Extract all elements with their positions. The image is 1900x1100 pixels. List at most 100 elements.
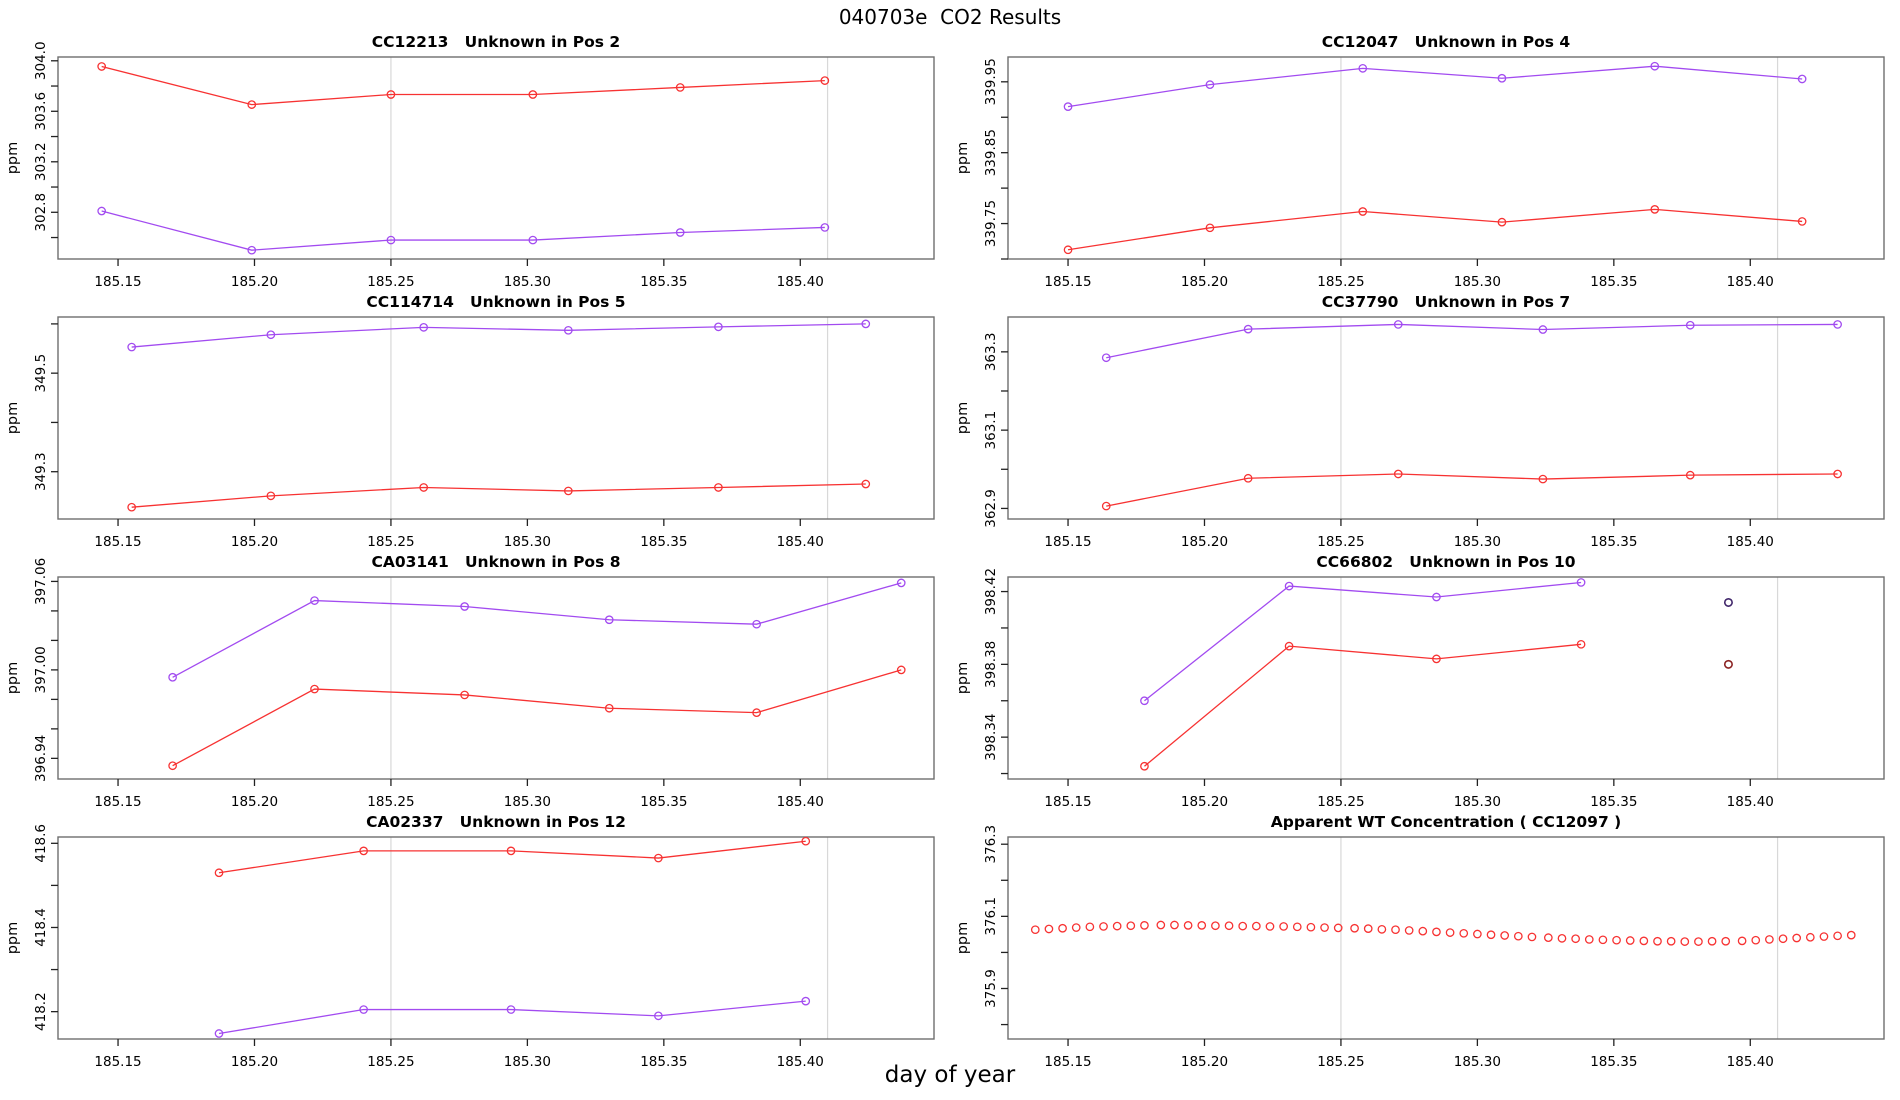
data-point-purple bbox=[247, 245, 257, 255]
data-point-purple bbox=[266, 330, 276, 340]
series-purple bbox=[168, 578, 906, 682]
data-point-red bbox=[1377, 924, 1387, 934]
series-purple-line bbox=[218, 1000, 806, 1035]
x-tick-label: 185.20 bbox=[1181, 1054, 1228, 1070]
x-tick-label: 185.15 bbox=[1044, 274, 1091, 290]
panel-title: CC114714 Unknown in Pos 5 bbox=[366, 293, 625, 311]
data-point-red bbox=[714, 483, 723, 492]
data-point-red bbox=[1101, 501, 1111, 511]
data-point-red bbox=[1797, 217, 1807, 226]
series-purple bbox=[1101, 320, 1842, 363]
data-point-red bbox=[1792, 933, 1802, 943]
x-tick-label: 185.35 bbox=[640, 274, 687, 290]
data-point-red bbox=[801, 836, 811, 846]
data-point-red bbox=[1126, 921, 1136, 931]
series-red bbox=[127, 479, 871, 512]
data-point-red bbox=[1557, 934, 1567, 943]
data-point-red bbox=[1404, 926, 1414, 935]
data-point-red bbox=[1279, 922, 1288, 931]
data-point-red bbox=[1320, 923, 1329, 932]
plot-box bbox=[57, 316, 935, 520]
data-point-red bbox=[310, 684, 319, 694]
data-point-red bbox=[1765, 935, 1774, 944]
data-point-purple bbox=[386, 235, 396, 245]
data-point-red bbox=[1358, 207, 1368, 216]
data-point-red bbox=[168, 761, 177, 771]
x-tick-label: 185.40 bbox=[1727, 1054, 1774, 1070]
panel-title: CC12213 Unknown in Pos 2 bbox=[372, 33, 620, 51]
data-point-red bbox=[752, 708, 761, 717]
y-tick-label: 339.75 bbox=[983, 200, 999, 247]
data-point-purple bbox=[1358, 63, 1368, 73]
plot-box bbox=[1007, 56, 1885, 260]
y-axis-label: ppm bbox=[955, 142, 971, 175]
y-tick-label: 349.5 bbox=[33, 354, 49, 393]
data-point-red bbox=[386, 90, 396, 99]
panel-CA03141: CA03141 Unknown in Pos 8 185.15 185.20 185.… bbox=[5, 553, 935, 810]
data-point-red bbox=[127, 502, 137, 512]
data-point-red bbox=[1576, 639, 1586, 649]
plot-box bbox=[1007, 836, 1885, 1040]
data-point-red bbox=[1666, 936, 1676, 946]
x-tick-label: 185.40 bbox=[777, 1054, 824, 1070]
data-point-red bbox=[1071, 923, 1081, 932]
data-point-red bbox=[1527, 932, 1537, 942]
x-tick-label: 185.20 bbox=[231, 534, 278, 550]
y-tick-label: 418.4 bbox=[33, 908, 49, 947]
series-red-line bbox=[1106, 473, 1838, 507]
data-point-red bbox=[419, 483, 429, 492]
data-point-red bbox=[1571, 934, 1580, 944]
y-axis-label: ppm bbox=[955, 402, 971, 435]
figure-title: 040703e CO2 Results bbox=[838, 5, 1062, 29]
data-point-red bbox=[1183, 921, 1193, 930]
panel-CC114714: CC114714 Unknown in Pos 5 185.15 185.20 185… bbox=[5, 293, 935, 550]
x-tick-label: 185.25 bbox=[367, 274, 414, 290]
data-point-red bbox=[1707, 936, 1717, 946]
y-tick-label: 362.9 bbox=[983, 489, 999, 528]
data-point-red bbox=[1044, 924, 1054, 934]
series-purple-line bbox=[172, 582, 902, 678]
data-point-purple bbox=[1497, 73, 1507, 83]
data-point-red bbox=[1112, 921, 1122, 931]
series-red bbox=[1140, 639, 1586, 771]
panel-CC12097: Apparent WT Concentration ( CC12097 ) 185… bbox=[955, 813, 1885, 1070]
data-point-red bbox=[1625, 936, 1635, 945]
retained-navy bbox=[1723, 597, 1733, 607]
x-tick-label: 185.30 bbox=[504, 794, 551, 810]
series-red bbox=[1030, 920, 1856, 946]
series-purple-line bbox=[1106, 323, 1838, 359]
x-tick-label: 185.15 bbox=[1044, 1054, 1091, 1070]
data-point-red bbox=[528, 90, 538, 99]
data-point-red bbox=[1251, 921, 1261, 931]
data-point-red bbox=[1584, 935, 1594, 944]
x-tick-label: 185.35 bbox=[640, 534, 687, 550]
data-point-red bbox=[1432, 927, 1441, 937]
data-point-red bbox=[1391, 925, 1400, 935]
x-tick-label: 185.20 bbox=[1181, 534, 1228, 550]
y-tick-label: 303.2 bbox=[33, 142, 49, 181]
series-red-line bbox=[131, 483, 866, 508]
x-tick-label: 185.25 bbox=[367, 1054, 414, 1070]
data-point-purple bbox=[1650, 61, 1660, 71]
y-tick-label: 398.34 bbox=[983, 714, 999, 761]
data-point-red bbox=[1418, 926, 1428, 936]
series-red-line bbox=[172, 669, 902, 767]
data-point-purple bbox=[419, 322, 429, 332]
data-point-red bbox=[861, 479, 871, 489]
data-point-red bbox=[247, 100, 257, 109]
data-point-purple bbox=[528, 235, 538, 245]
data-point-purple bbox=[896, 578, 906, 588]
x-tick-label: 185.40 bbox=[1727, 274, 1774, 290]
data-point-purple bbox=[168, 672, 177, 682]
data-point-red bbox=[1030, 925, 1040, 935]
data-point-red bbox=[1140, 761, 1149, 771]
data-point-red bbox=[266, 491, 276, 501]
data-point-purple bbox=[1797, 74, 1807, 84]
series-red-line bbox=[1067, 208, 1803, 251]
data-point-red bbox=[1737, 936, 1747, 946]
data-point-red bbox=[97, 62, 107, 71]
y-tick-label: 304.0 bbox=[33, 41, 49, 80]
data-point-red bbox=[1363, 924, 1373, 933]
x-tick-label: 185.15 bbox=[94, 794, 141, 810]
retained-darkred bbox=[1723, 659, 1733, 669]
